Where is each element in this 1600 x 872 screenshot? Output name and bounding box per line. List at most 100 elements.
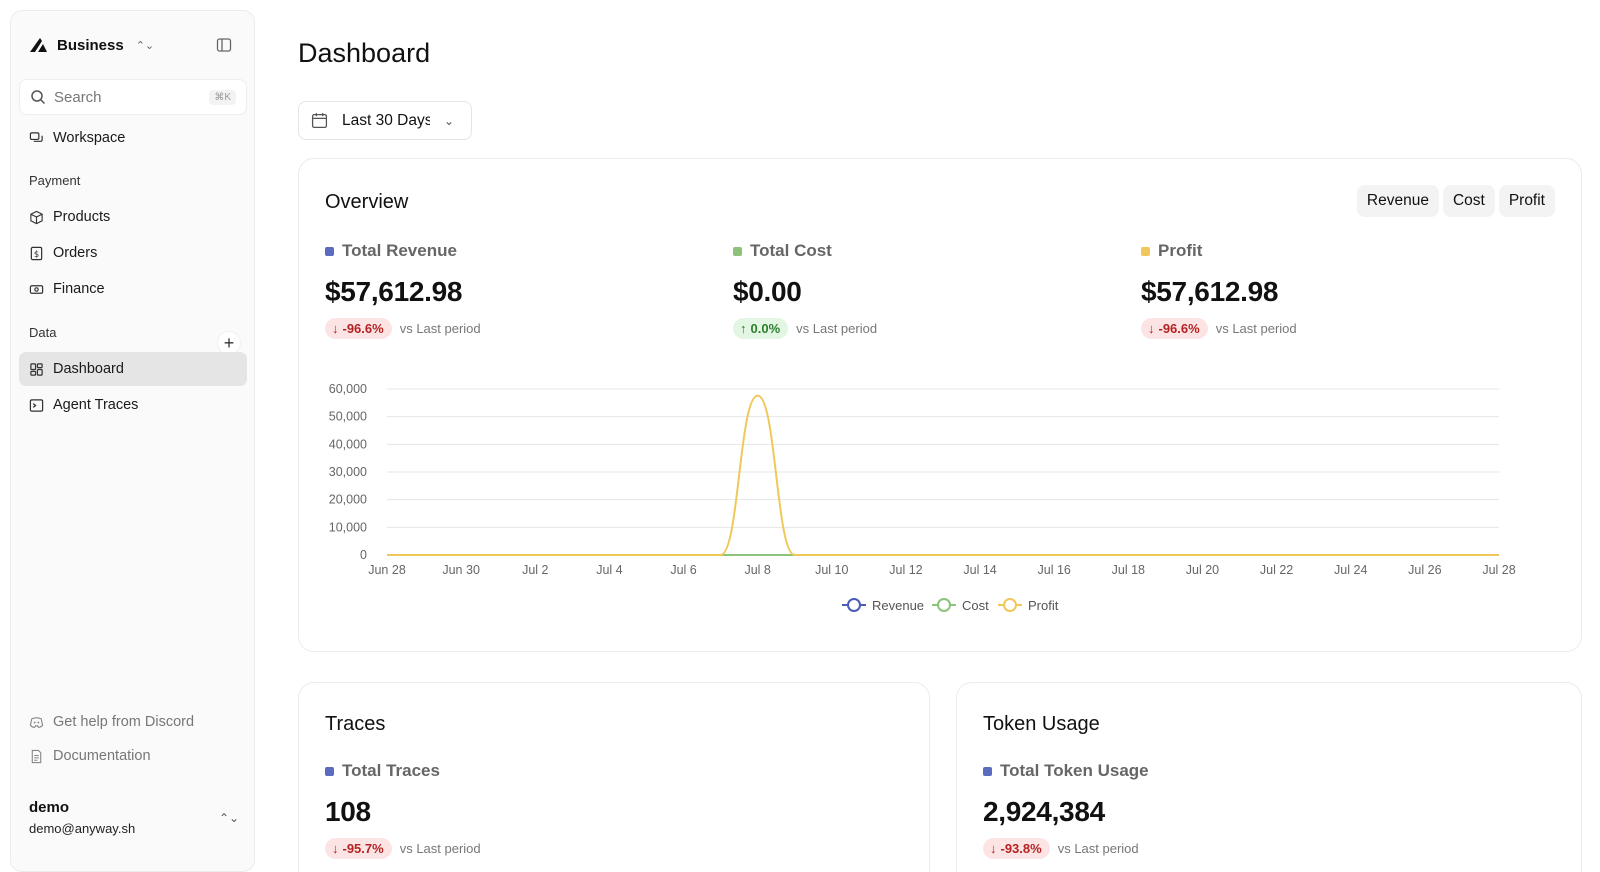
brand-name: Business bbox=[57, 36, 124, 54]
y-tick-label: 40,000 bbox=[329, 437, 367, 451]
svg-text:$: $ bbox=[34, 248, 39, 258]
discord-icon bbox=[29, 716, 44, 728]
page-title: Dashboard bbox=[298, 38, 431, 68]
chevron-down-icon: ⌄ bbox=[444, 113, 455, 128]
arrow-down-icon: ↓ bbox=[332, 841, 339, 856]
sidebar-item-label: Products bbox=[53, 209, 111, 225]
arrow-up-icon: ↑ bbox=[740, 321, 747, 336]
document-icon bbox=[31, 749, 42, 763]
metric-value: $0.00 bbox=[733, 276, 802, 307]
sidebar-item-label: Dashboard bbox=[53, 361, 124, 377]
x-tick-label: Jun 28 bbox=[368, 563, 406, 577]
toggle-profit[interactable]: Profit bbox=[1498, 185, 1555, 217]
sidebar-item-label: Agent Traces bbox=[53, 397, 139, 413]
metric-profit: Profit $57,612.98 ↓ -96.6% vs Last period bbox=[1141, 241, 1297, 339]
x-tick-label: Jul 2 bbox=[522, 563, 548, 577]
calendar-icon bbox=[311, 113, 328, 129]
token-usage-card: Token Usage Total Token Usage 2,924,384 … bbox=[956, 682, 1582, 872]
sidebar: Business ⌃⌄ Search ⌘K Workspace Payment … bbox=[10, 10, 255, 872]
chat-icon bbox=[29, 131, 43, 142]
y-tick-label: 60,000 bbox=[329, 382, 367, 396]
section-data-label: Data bbox=[29, 325, 57, 340]
metric-total-token-usage: Total Token Usage 2,924,384 ↓ -93.8% vs La… bbox=[983, 761, 1149, 859]
metric-total-revenue: Total Revenue $57,612.98 ↓ -96.6% vs Last … bbox=[325, 241, 481, 339]
user-menu-chevron-icon[interactable]: ⌃⌄ bbox=[219, 811, 240, 825]
metric-label: Profit bbox=[1158, 241, 1203, 260]
metric-value: 108 bbox=[325, 796, 371, 827]
sidebar-item-label: Orders bbox=[53, 245, 98, 261]
y-tick-label: 30,000 bbox=[329, 465, 367, 479]
delta-note: vs Last period bbox=[1057, 841, 1139, 856]
sidebar-item-products[interactable]: Products bbox=[19, 200, 247, 234]
metric-label: Total Token Usage bbox=[1000, 761, 1149, 780]
date-range-select[interactable]: Last 30 Days ⌄ bbox=[298, 101, 472, 140]
dashboard-icon bbox=[30, 362, 43, 376]
legend-label: Profit bbox=[1028, 598, 1059, 613]
x-tick-label: Jul 4 bbox=[596, 563, 622, 577]
arrow-down-icon: ↓ bbox=[332, 321, 339, 336]
box-icon bbox=[30, 210, 43, 224]
delta-badge: ↓ -93.8% bbox=[983, 838, 1050, 859]
brand-switcher[interactable]: Business ⌃⌄ bbox=[29, 35, 154, 55]
search-shortcut: ⌘K bbox=[209, 89, 236, 105]
footer-link-label: Documentation bbox=[53, 748, 151, 764]
revenue-legend-swatch bbox=[325, 246, 334, 256]
overview-line-chart: 0 10,000 20,000 30,000 40,000 50,000 60,000 Jun… bbox=[329, 382, 1516, 613]
metric-value: $57,612.98 bbox=[1141, 276, 1279, 307]
metric-value: 2,924,384 bbox=[983, 796, 1105, 827]
delta-badge: ↓ -96.6% bbox=[325, 318, 392, 339]
cost-legend-swatch bbox=[733, 246, 742, 256]
y-tick-label: 0 bbox=[360, 548, 367, 562]
delta-badge: ↑ 0.0% bbox=[733, 318, 789, 339]
traces-card: Traces Total Traces 108 ↓ -95.7% vs Last p… bbox=[298, 682, 930, 872]
x-tick-label: Jul 12 bbox=[889, 563, 922, 577]
tokens-legend-swatch bbox=[983, 766, 992, 776]
sidebar-toggle-icon[interactable] bbox=[216, 37, 232, 53]
delta-note: vs Last period bbox=[1215, 321, 1297, 336]
profit-legend-swatch bbox=[1141, 246, 1150, 256]
add-data-button[interactable]: + bbox=[218, 332, 240, 354]
series-line-profit bbox=[386, 394, 1499, 556]
metric-value: $57,612.98 bbox=[325, 276, 463, 307]
delta-badge: ↓ -96.6% bbox=[1141, 318, 1208, 339]
metric-label: Total Revenue bbox=[342, 241, 457, 260]
overview-title: Overview bbox=[325, 191, 409, 213]
brand-logo-icon bbox=[30, 38, 47, 52]
sidebar-item-finance[interactable]: Finance bbox=[19, 272, 247, 306]
x-tick-label: Jul 18 bbox=[1112, 563, 1145, 577]
x-tick-label: Jul 28 bbox=[1482, 563, 1515, 577]
x-tick-label: Jul 10 bbox=[815, 563, 848, 577]
documentation-link[interactable]: Documentation bbox=[19, 741, 247, 771]
metric-label: Total Traces bbox=[342, 761, 440, 780]
banknote-icon bbox=[29, 284, 44, 294]
toggle-revenue[interactable]: Revenue bbox=[1356, 185, 1439, 217]
footer-link-label: Get help from Discord bbox=[53, 714, 195, 730]
token-usage-title: Token Usage bbox=[983, 713, 1100, 735]
x-tick-label: Jul 26 bbox=[1408, 563, 1441, 577]
x-tick-label: Jul 14 bbox=[963, 563, 996, 577]
sidebar-item-orders[interactable]: $ Orders bbox=[19, 236, 247, 270]
legend-marker bbox=[847, 598, 861, 612]
user-email: demo@anyway.sh bbox=[29, 821, 136, 836]
sidebar-item-workspace[interactable]: Workspace bbox=[19, 121, 247, 155]
delta-note: vs Last period bbox=[796, 321, 878, 336]
x-tick-label: Jul 6 bbox=[670, 563, 696, 577]
legend-label: Cost bbox=[962, 598, 989, 613]
discord-help-link[interactable]: Get help from Discord bbox=[19, 707, 247, 737]
sidebar-item-dashboard[interactable]: Dashboard bbox=[19, 352, 247, 386]
sidebar-item-label: Finance bbox=[53, 281, 105, 297]
traces-legend-swatch bbox=[325, 766, 334, 776]
metric-label: Total Cost bbox=[750, 241, 832, 260]
search-icon bbox=[31, 90, 46, 105]
y-tick-label: 10,000 bbox=[329, 520, 367, 534]
x-tick-label: Jul 20 bbox=[1186, 563, 1219, 577]
series-toggle-group: Revenue Cost Profit bbox=[1356, 185, 1555, 217]
x-tick-label: Jul 16 bbox=[1038, 563, 1071, 577]
toggle-cost[interactable]: Cost bbox=[1442, 185, 1495, 217]
sidebar-item-label: Workspace bbox=[53, 130, 126, 146]
date-range-value: Last 30 Days bbox=[342, 111, 430, 129]
search-input[interactable]: Search ⌘K bbox=[19, 79, 247, 115]
legend-marker bbox=[937, 598, 951, 612]
delta-note: vs Last period bbox=[399, 321, 481, 336]
sidebar-item-agent-traces[interactable]: Agent Traces bbox=[19, 388, 247, 422]
